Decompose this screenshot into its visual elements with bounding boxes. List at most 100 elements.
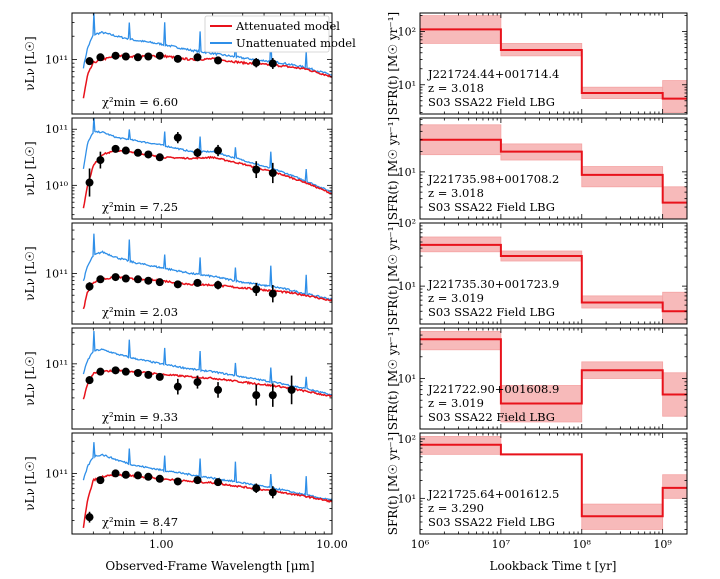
sfh-axes-frame — [419, 432, 688, 535]
sed-plot-area — [82, 118, 332, 209]
sed-panel-2: 10¹⁰ 10¹¹ νLν [L☉] χ²min = 7.25 — [23, 117, 333, 220]
object-id-label: J221725.64+001612.5 — [427, 487, 559, 501]
sfr-median-step-line — [420, 338, 687, 405]
survey-label: S03 SSA22 Field LBG — [428, 200, 555, 214]
photometry-point — [155, 474, 164, 483]
photometry-point — [133, 368, 142, 377]
sfh-axes-frame — [419, 12, 688, 115]
photometry-point — [96, 367, 105, 376]
sfh-xtick-label: 10⁶ — [411, 538, 430, 551]
sfh-plot-area — [420, 15, 687, 113]
sfh-ytick-label: 10¹ — [398, 492, 416, 505]
photometry-point — [268, 59, 277, 68]
photometry-point — [155, 51, 164, 60]
photometry-point — [268, 289, 277, 298]
photometry-point — [144, 370, 153, 379]
sed-panel-1: 10¹¹ νLν [L☉] χ²min = 6.60 Attenuated model… — [23, 12, 356, 115]
photometry-point — [121, 367, 130, 376]
photometry-point — [252, 285, 261, 294]
sfh-ytick-label: 10² — [398, 26, 416, 39]
sed-y-axis-label: νLν [L☉] — [23, 141, 37, 195]
chi2-label: χ²min = 7.25 — [102, 200, 178, 214]
legend-attenuated-label: Attenuated model — [235, 19, 340, 33]
sed-xtick-label: 10.00 — [316, 538, 348, 551]
redshift-label: z = 3.018 — [428, 186, 484, 200]
sfh-ytick-label: 10¹ — [398, 166, 416, 179]
sfh-y-axis-label: SFR(t) [M☉ yr⁻¹] — [386, 117, 400, 220]
photometry-point — [96, 476, 105, 485]
sfh-y-axis-label: SFR(t) [M☉ yr⁻¹] — [386, 327, 400, 430]
unattenuated-model-line — [82, 118, 332, 193]
photometry-point — [252, 391, 261, 400]
redshift-label: z = 3.290 — [428, 501, 484, 515]
sfh-axes-frame — [419, 222, 688, 325]
legend-frame — [204, 15, 330, 53]
sfh-axes-frame — [419, 117, 688, 220]
sfr-uncertainty-band — [662, 474, 687, 499]
photometry-point — [96, 156, 105, 165]
legend-unattenuated-label: Unattenuated model — [236, 36, 356, 50]
chi2-label: χ²min = 9.33 — [102, 410, 178, 424]
sfh-plot-area — [420, 436, 687, 530]
photometry-point — [121, 146, 130, 155]
photometry-point — [144, 52, 153, 61]
photometry-point — [96, 275, 105, 284]
sed-plot-area — [82, 330, 332, 407]
photometry-point — [252, 58, 261, 67]
survey-label: S03 SSA22 Field LBG — [428, 305, 555, 319]
chi2-label: χ²min = 2.03 — [102, 305, 178, 319]
sfh-ytick-label: 10² — [398, 433, 416, 446]
photometry-point — [111, 366, 120, 375]
object-id-label: J221724.44+001714.4 — [427, 67, 559, 81]
photometry-point — [193, 148, 202, 157]
photometry-point — [144, 276, 153, 285]
sfr-median-step-line — [420, 138, 687, 204]
sed-ytick-label: 10¹¹ — [45, 123, 68, 136]
sfh-y-axis-label: SFR(t) [M☉ yr⁻¹] — [386, 222, 400, 325]
unattenuated-model-line — [82, 330, 332, 396]
sed-xtick-label: 1.00 — [149, 538, 174, 551]
attenuated-model-line — [82, 54, 332, 99]
sed-ytick-label: 10¹¹ — [45, 467, 68, 480]
sfh-y-axis-label: SFR(t) [M☉ yr⁻¹] — [386, 432, 400, 535]
sfh-ytick-label: 10¹ — [398, 373, 416, 386]
photometry-point — [121, 470, 130, 479]
photometry-point — [133, 471, 142, 480]
right-x-axis-label: Lookback Time t [yr] — [490, 559, 617, 573]
sed-plot-area — [82, 13, 332, 99]
sed-ytick-label: 10¹⁰ — [45, 179, 68, 192]
sed-panel-5: 10¹¹ νLν [L☉] χ²min = 8.47 1.00 10.00 — [23, 432, 348, 551]
redshift-label: z = 3.019 — [428, 291, 484, 305]
sed-ytick-label: 10¹¹ — [45, 54, 68, 67]
sfr-median-step-line — [420, 28, 687, 100]
sfh-xtick-label: 10⁹ — [653, 538, 672, 551]
unattenuated-model-line — [82, 233, 332, 301]
photometry-point — [111, 51, 120, 60]
sfh-xtick-label: 10⁷ — [492, 538, 511, 551]
survey-label: S03 SSA22 Field LBG — [428, 95, 555, 109]
photometry-point — [111, 144, 120, 153]
photometry-point — [268, 391, 277, 400]
photometry-point — [85, 282, 94, 291]
photometry-point — [252, 165, 261, 174]
sed-ytick-label: 10¹¹ — [45, 268, 68, 281]
photometry-point — [96, 53, 105, 62]
sfr-median-step-line — [420, 243, 687, 313]
survey-label: S03 SSA22 Field LBG — [428, 515, 555, 529]
photometry-point — [214, 146, 223, 155]
sfh-ytick-label: 10¹ — [398, 79, 416, 92]
photometry-point — [193, 476, 202, 485]
photometry-point — [121, 52, 130, 61]
sfr-uncertainty-band — [420, 330, 502, 351]
photometry-point — [144, 472, 153, 481]
sfr-median-step-line — [420, 443, 687, 518]
object-id-label: J221722.90+001608.9 — [427, 382, 559, 396]
sed-panel-3: 10¹¹ νLν [L☉] χ²min = 2.03 — [23, 222, 333, 325]
sfr-uncertainty-band — [662, 80, 687, 113]
sfh-ytick-label: 10² — [398, 217, 416, 230]
photometry-point — [268, 168, 277, 177]
redshift-label: z = 3.018 — [428, 81, 484, 95]
legend: Attenuated model Unattenuated model — [204, 15, 356, 53]
